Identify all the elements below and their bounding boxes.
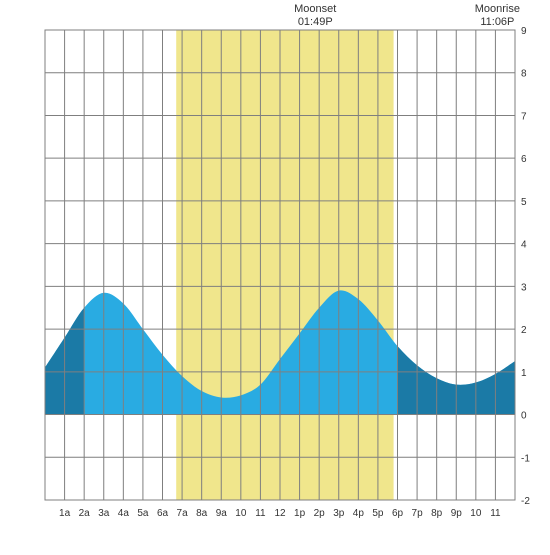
x-tick-label: 7p <box>412 508 424 519</box>
y-tick-label: 9 <box>521 26 527 37</box>
y-tick-label: 0 <box>521 411 527 422</box>
x-tick-label: 7a <box>177 508 189 519</box>
x-tick-label: 9p <box>451 508 463 519</box>
x-tick-label: 5p <box>372 508 384 519</box>
x-tick-label: 6p <box>392 508 404 519</box>
y-tick-label: 6 <box>521 154 527 165</box>
y-tick-label: 1 <box>521 368 527 379</box>
moonrise-label: Moonrise <box>475 3 520 15</box>
tide-chart: -2-101234567891a2a3a4a5a6a7a8a9a1011121p… <box>0 0 550 550</box>
moonset-label: Moonset <box>294 3 336 15</box>
moonset-time: 01:49P <box>298 16 333 28</box>
x-tick-label: 11 <box>490 508 501 519</box>
x-tick-label: 3p <box>333 508 345 519</box>
x-tick-label: 2a <box>79 508 91 519</box>
x-tick-label: 1p <box>294 508 306 519</box>
x-tick-label: 10 <box>235 508 247 519</box>
x-tick-label: 1a <box>59 508 71 519</box>
x-tick-label: 4p <box>353 508 365 519</box>
y-tick-label: 2 <box>521 325 527 336</box>
y-tick-label: -1 <box>521 453 530 464</box>
x-tick-label: 12 <box>274 508 286 519</box>
y-tick-label: 5 <box>521 197 527 208</box>
y-tick-label: 4 <box>521 240 527 251</box>
x-tick-label: 9a <box>216 508 228 519</box>
x-tick-label: 6a <box>157 508 169 519</box>
x-tick-label: 8a <box>196 508 208 519</box>
y-tick-label: 3 <box>521 282 527 293</box>
y-tick-label: 8 <box>521 69 527 80</box>
x-tick-label: 2p <box>314 508 326 519</box>
x-tick-label: 11 <box>255 508 266 519</box>
chart-svg: -2-101234567891a2a3a4a5a6a7a8a9a1011121p… <box>0 0 550 550</box>
x-tick-label: 10 <box>470 508 482 519</box>
y-tick-label: 7 <box>521 111 527 122</box>
x-tick-label: 4a <box>118 508 130 519</box>
y-tick-label: -2 <box>521 496 530 507</box>
x-tick-label: 5a <box>137 508 149 519</box>
daylight-band <box>176 30 393 500</box>
moonrise-time: 11:06P <box>480 16 514 28</box>
x-tick-label: 8p <box>431 508 443 519</box>
x-tick-label: 3a <box>98 508 110 519</box>
